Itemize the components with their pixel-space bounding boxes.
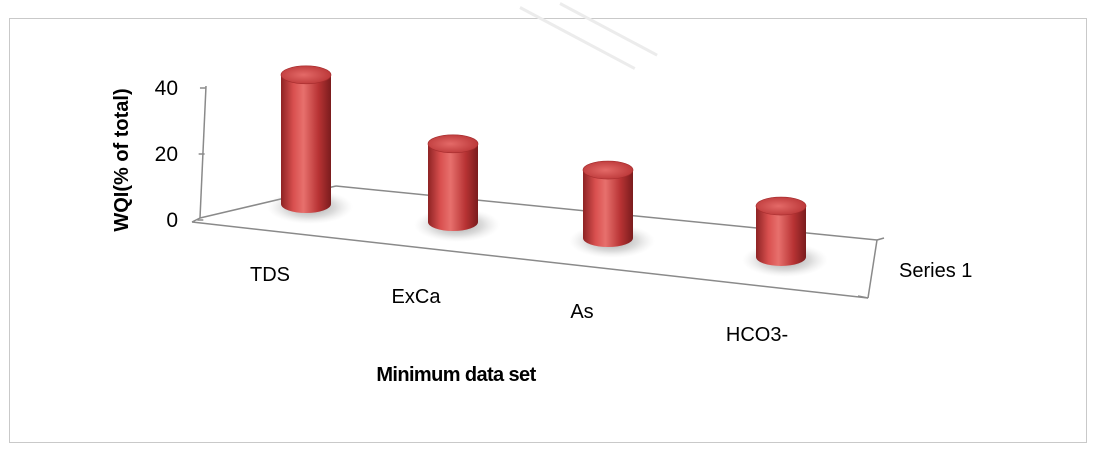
x-tick-label: ExCa	[392, 286, 442, 308]
bar-exca	[427, 134, 479, 231]
x-tick-label: As	[570, 301, 593, 323]
bars	[280, 65, 807, 266]
bar-tds	[280, 65, 332, 213]
bar-top	[582, 160, 634, 180]
y-axis-title: WQI(% of total)	[111, 88, 133, 231]
bar-top	[427, 134, 479, 154]
bar-as	[582, 160, 634, 247]
x-tick-label: TDS	[250, 264, 290, 286]
x-axis-title: Minimum data set	[376, 364, 536, 386]
bar-top	[280, 65, 332, 85]
floor-right-edge	[867, 239, 878, 299]
tick-mark-bottom	[857, 295, 869, 299]
y-tick-label: 40	[155, 77, 178, 100]
x-tick-label: HCO3-	[726, 324, 788, 346]
floor-front-edge	[191, 221, 869, 299]
chart-frame	[9, 18, 1087, 443]
category-labels: TDS ExCa As HCO3-	[250, 264, 788, 346]
bar-hco3	[755, 196, 807, 266]
floor-left-edge	[191, 217, 201, 223]
bar-body	[756, 206, 806, 266]
bar-body	[583, 170, 633, 247]
y-tick-label: 0	[166, 209, 178, 232]
back-wall-axis	[199, 85, 207, 219]
bar-body	[281, 74, 331, 213]
series-axis-label: Series 1	[899, 260, 972, 282]
y-axis: 0 20 40	[155, 77, 206, 232]
y-tick-label: 20	[155, 143, 178, 166]
bar-body	[428, 143, 478, 231]
tick-mark-right	[876, 237, 885, 241]
bar-shadows	[267, 190, 828, 277]
bar-top	[755, 196, 807, 216]
